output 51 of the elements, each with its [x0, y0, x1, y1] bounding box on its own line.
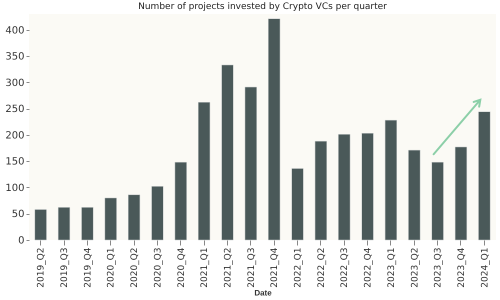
y-tick-label: 150: [5, 156, 24, 168]
bar: [244, 86, 257, 240]
bar: [58, 207, 70, 240]
bar: [454, 146, 468, 240]
bar: [221, 64, 234, 240]
bar: [291, 168, 304, 240]
bar: [151, 186, 164, 240]
x-tick-label: 2022_Q3: [340, 248, 350, 288]
bar: [34, 209, 47, 240]
chart-title: Number of projects invested by Crypto VCs per quarter: [138, 2, 388, 12]
bar: [104, 198, 117, 240]
x-tick-label: 2019_Q4: [83, 247, 94, 288]
x-tick-label: 2022_Q1: [294, 248, 304, 288]
bar: [338, 134, 350, 240]
bar: [384, 120, 398, 240]
x-tick-label: 2024_Q1: [480, 248, 490, 288]
bar: [432, 162, 444, 240]
y-tick-label: 0: [18, 236, 24, 246]
x-tick-label: 2023_Q1: [386, 248, 397, 288]
bar: [478, 112, 490, 240]
y-tick-label: 250: [5, 104, 24, 116]
x-tick-label: 2023_Q3: [434, 248, 444, 288]
y-tick-label: 100: [5, 182, 24, 194]
x-tick-label: 2022_Q2: [316, 248, 327, 288]
bar: [408, 150, 420, 240]
x-tick-label: 2020_Q2: [130, 248, 140, 288]
x-tick-label: 2020_Q3: [153, 248, 164, 288]
y-tick-label: 50: [12, 209, 24, 220]
bar: [198, 102, 210, 240]
y-tick-label: 300: [5, 78, 24, 89]
x-tick-label: 2021_Q3: [246, 248, 257, 288]
bar: [314, 140, 327, 240]
x-tick-label: 2023_Q4: [456, 247, 467, 288]
bar: [174, 162, 187, 240]
x-axis-title: Date: [254, 288, 272, 298]
x-tick-label: 2021_Q4: [270, 247, 280, 288]
bar: [361, 133, 374, 240]
x-tick-label: 2022_Q4: [364, 247, 374, 288]
x-tick-label: 2023_Q2: [410, 248, 420, 288]
bar: [81, 207, 94, 240]
x-tick-label: 2020_Q4: [176, 247, 187, 288]
x-tick-label: 2020_Q1: [106, 248, 117, 288]
y-tick-label: 350: [5, 52, 24, 63]
bar: [128, 194, 140, 240]
x-tick-label: 2019_Q2: [36, 248, 47, 288]
x-tick-label: 2021_Q2: [223, 248, 234, 288]
bar: [268, 18, 280, 240]
y-tick-label: 400: [5, 25, 24, 36]
y-tick-label: 200: [5, 130, 24, 142]
x-tick-label: 2019_Q3: [60, 248, 70, 288]
x-tick-label: 2021_Q1: [200, 248, 210, 288]
